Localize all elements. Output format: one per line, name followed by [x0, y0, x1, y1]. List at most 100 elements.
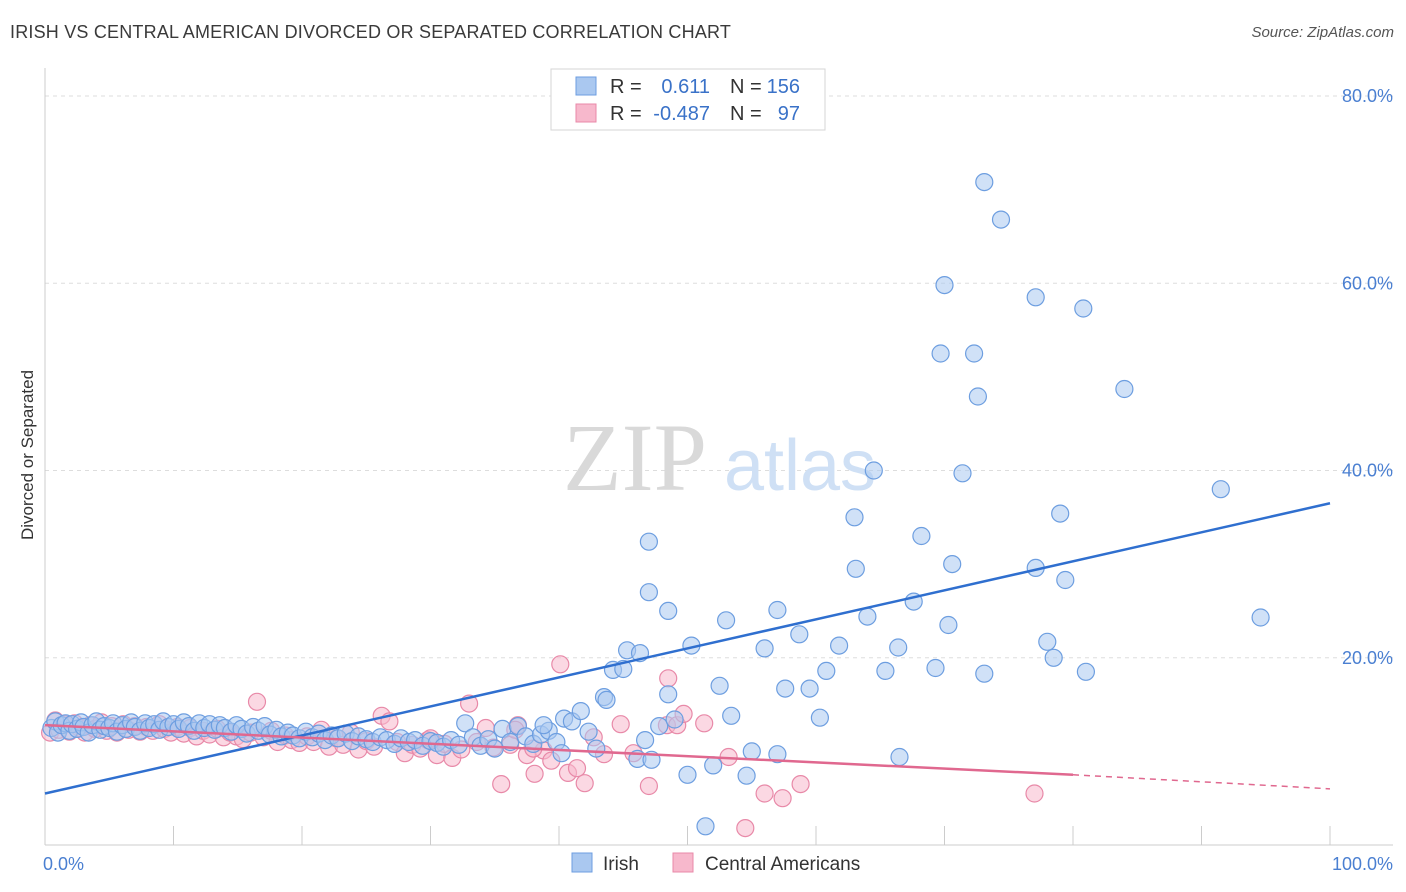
- irish-point-131: [975, 173, 994, 192]
- central-americans-trend-extension: [1072, 774, 1331, 790]
- bottom-legend-label-irish: Irish: [603, 854, 639, 875]
- irish-point-111: [755, 639, 774, 658]
- legend-n-value-central: 97: [778, 103, 800, 125]
- legend-n-label-central: N =: [730, 103, 762, 125]
- irish-point-139: [1056, 570, 1075, 590]
- irish-point-147: [659, 601, 678, 621]
- irish-point-112: [768, 745, 787, 764]
- y-tick-label-2: 60.0%: [1342, 273, 1393, 293]
- irish-point-134: [1074, 299, 1093, 318]
- central-americans-point-91: [791, 774, 810, 794]
- gridlines: [45, 95, 1393, 659]
- x-tick-labels: 0.0% 100.0%: [43, 854, 1393, 874]
- irish-point-130: [968, 387, 988, 406]
- legend-r-value-central: -0.487: [653, 103, 710, 125]
- x-tick-label-1: 100.0%: [1332, 854, 1393, 874]
- bottom-legend: Irish Central Americans: [571, 852, 860, 875]
- irish-point-154: [912, 526, 931, 546]
- central-americans-point-35: [247, 692, 267, 711]
- irish-point-129: [964, 344, 984, 363]
- irish-point-104: [678, 765, 697, 784]
- legend-r-label-central: R =: [610, 103, 642, 125]
- watermark: ZIP atlas: [563, 404, 876, 511]
- central-americans-point-67: [492, 774, 511, 794]
- irish-point-120: [858, 607, 877, 626]
- central-americans-point-89: [755, 784, 774, 803]
- irish-point-125: [943, 554, 962, 574]
- irish-point-106: [704, 756, 723, 775]
- irish-point-108: [716, 611, 736, 630]
- irish-point-109: [722, 706, 741, 725]
- irish-point-107: [710, 676, 729, 695]
- legend-frame: [550, 68, 826, 131]
- y-tick-label-1: 40.0%: [1342, 461, 1393, 481]
- irish-point-145: [845, 508, 864, 527]
- central-americans-point-96: [1025, 784, 1044, 803]
- y-tick-label-0: 20.0%: [1342, 648, 1393, 668]
- irish-point-146: [890, 747, 909, 767]
- irish-point-102: [659, 685, 678, 704]
- irish-trend-line: [44, 502, 1331, 795]
- x-tick-label-0: 0.0%: [43, 854, 84, 874]
- legend-swatch-irish: [575, 76, 597, 96]
- irish-point-114: [790, 625, 809, 644]
- irish-point-137: [1044, 648, 1063, 667]
- irish-point-121: [876, 661, 895, 681]
- legend: R = 0.611 N = 156 R = -0.487 N = 97: [550, 68, 826, 131]
- bottom-legend-swatch-central: [672, 852, 694, 873]
- irish-point-118: [829, 636, 849, 655]
- irish-point-92: [579, 722, 598, 741]
- irish-point-155: [975, 664, 994, 683]
- central-americans-point-77: [575, 774, 594, 793]
- irish-point-115: [800, 679, 819, 698]
- irish-point-159: [696, 817, 715, 836]
- irish-point-133: [1026, 288, 1045, 307]
- central-americans-point-80: [611, 715, 630, 734]
- irish-point-119: [846, 559, 865, 578]
- irish-point-151: [552, 744, 571, 763]
- irish-point-144: [864, 461, 883, 480]
- central-americans-points: [40, 655, 1044, 838]
- irish-point-141: [1076, 662, 1096, 681]
- irish-point-127: [935, 276, 954, 295]
- irish-point-152: [597, 690, 616, 710]
- legend-n-value-irish: 156: [767, 76, 800, 98]
- bottom-legend-label-central: Central Americans: [705, 854, 860, 875]
- chart-title: IRISH VS CENTRAL AMERICAN DIVORCED OR SE…: [10, 22, 732, 42]
- trend-lines: [44, 502, 1331, 795]
- legend-r-value-irish: 0.611: [661, 76, 710, 98]
- legend-swatch-central: [575, 103, 597, 123]
- legend-n-label-irish: N =: [730, 76, 762, 98]
- watermark-zip: ZIP: [563, 404, 707, 511]
- irish-point-143: [1251, 608, 1270, 627]
- irish-point-138: [1051, 504, 1070, 523]
- source-credit: Source: ZipAtlas.com: [1251, 24, 1394, 41]
- central-americans-point-95: [659, 669, 678, 688]
- irish-point-116: [810, 708, 830, 727]
- bottom-legend-swatch-irish: [571, 852, 593, 873]
- irish-point-101: [650, 716, 669, 736]
- central-americans-point-82: [639, 776, 659, 796]
- irish-point-135: [1115, 379, 1134, 399]
- irish-point-124: [926, 658, 945, 678]
- y-tick-labels: 20.0% 40.0% 60.0% 80.0%: [1342, 86, 1393, 668]
- central-americans-point-71: [525, 764, 544, 783]
- axes: [44, 68, 1393, 846]
- watermark-atlas: atlas: [724, 426, 876, 506]
- central-americans-point-76: [567, 759, 587, 778]
- central-americans-point-86: [695, 714, 714, 733]
- irish-point-110: [737, 766, 756, 785]
- irish-point-132: [991, 210, 1011, 229]
- y-axis-label: Divorced or Separated: [18, 370, 37, 540]
- irish-point-158: [768, 600, 787, 620]
- irish-point-91: [571, 701, 590, 721]
- central-americans-point-90: [773, 789, 792, 808]
- irish-point-76: [456, 714, 475, 733]
- y-tick-label-3: 80.0%: [1342, 86, 1393, 106]
- legend-r-label-irish: R =: [610, 76, 642, 98]
- irish-point-140: [1038, 632, 1057, 651]
- irish-point-157: [742, 742, 761, 761]
- central-americans-point-88: [736, 818, 755, 838]
- irish-point-128: [931, 344, 950, 363]
